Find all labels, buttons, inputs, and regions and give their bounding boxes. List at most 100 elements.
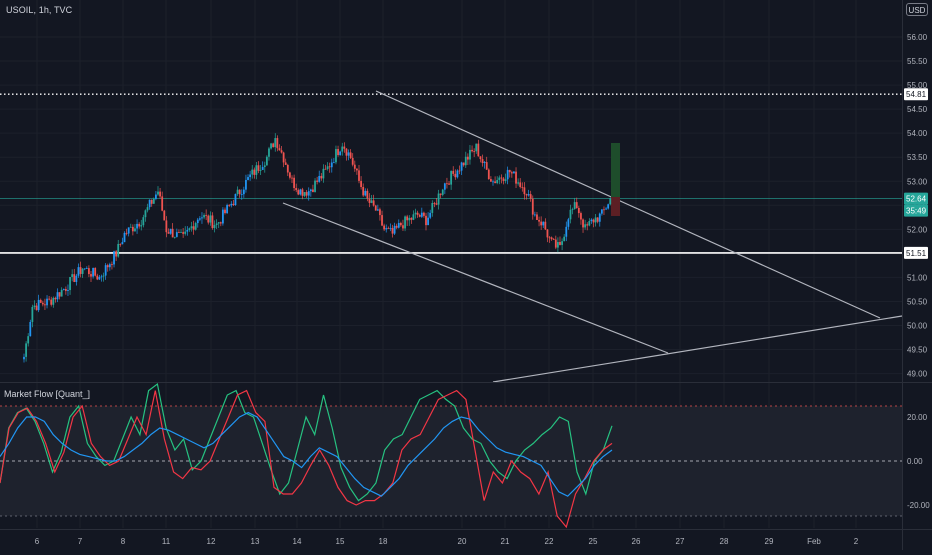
candle-body bbox=[452, 170, 455, 174]
candle-body bbox=[435, 203, 438, 205]
candle-body bbox=[592, 219, 595, 223]
candle-body bbox=[232, 203, 235, 205]
candle-body bbox=[540, 221, 543, 226]
candle-body bbox=[552, 239, 555, 240]
candle-body bbox=[328, 166, 331, 168]
candle-body bbox=[136, 223, 138, 229]
candle-body bbox=[301, 189, 304, 196]
candle-body bbox=[466, 156, 469, 160]
candle-body bbox=[131, 226, 134, 232]
candle-body bbox=[473, 151, 476, 153]
candle-body bbox=[339, 151, 342, 156]
candle-body bbox=[274, 138, 277, 148]
candle-body bbox=[159, 191, 161, 197]
candle-body bbox=[46, 298, 48, 306]
candle-body bbox=[268, 148, 270, 157]
candle-body bbox=[69, 276, 71, 291]
candle-body bbox=[490, 179, 492, 182]
main-pane[interactable] bbox=[0, 90, 903, 383]
candle-body bbox=[240, 194, 243, 195]
candle-body bbox=[234, 193, 237, 205]
time-tick-label: 14 bbox=[293, 537, 302, 546]
candle-body bbox=[416, 212, 419, 215]
price-tick-label: 50.50 bbox=[907, 297, 928, 306]
osc-blue-line[interactable] bbox=[0, 411, 613, 497]
position-target-box[interactable] bbox=[611, 143, 620, 197]
candle-body bbox=[236, 189, 239, 194]
candle-body bbox=[213, 225, 216, 229]
candle-body bbox=[356, 168, 358, 171]
candle-body bbox=[31, 306, 34, 322]
candle-body bbox=[316, 180, 319, 182]
candle-body bbox=[289, 172, 291, 178]
candle-body bbox=[385, 228, 388, 230]
candle-body bbox=[182, 232, 185, 234]
candle-body bbox=[163, 210, 166, 221]
osc-green-line[interactable] bbox=[0, 382, 613, 502]
oscillator-title[interactable]: Market Flow [Quant_] bbox=[4, 389, 91, 399]
candle-body bbox=[448, 183, 450, 185]
candle-body bbox=[106, 265, 109, 268]
candle-body bbox=[247, 177, 249, 180]
candle-body bbox=[113, 251, 115, 265]
candle-body bbox=[439, 193, 442, 195]
price-tick-label: 56.00 bbox=[907, 33, 928, 42]
candle-body bbox=[33, 305, 36, 307]
currency-badge[interactable]: USD bbox=[906, 3, 928, 16]
candle-body bbox=[588, 221, 591, 226]
candle-body bbox=[492, 181, 494, 183]
position-stop-box[interactable] bbox=[611, 197, 620, 216]
candle-body bbox=[335, 149, 337, 163]
time-tick-label: 28 bbox=[720, 537, 729, 546]
time-tick-label: 6 bbox=[35, 537, 40, 546]
candle-body bbox=[605, 208, 607, 210]
candle-body bbox=[108, 264, 111, 268]
symbol-title[interactable]: USOIL, 1h, TVC bbox=[6, 5, 73, 15]
candle-body bbox=[538, 219, 540, 222]
candle-body bbox=[299, 189, 302, 195]
candle-body bbox=[230, 203, 233, 206]
candle-body bbox=[557, 242, 559, 248]
candle-body bbox=[203, 215, 205, 218]
candle-body bbox=[471, 149, 473, 152]
candle-body bbox=[341, 146, 344, 152]
lower-channel-line[interactable] bbox=[282, 202, 669, 354]
candle-body bbox=[291, 177, 293, 179]
rising-trendline[interactable] bbox=[492, 315, 903, 383]
candle-body bbox=[353, 164, 356, 169]
candle-body bbox=[205, 215, 208, 216]
candle-body bbox=[423, 212, 425, 216]
candle-body bbox=[469, 149, 471, 160]
candle-body bbox=[29, 321, 32, 337]
candle-body bbox=[458, 170, 461, 172]
candle-body bbox=[161, 196, 164, 211]
candle-body bbox=[169, 228, 172, 234]
oscillator-pane[interactable] bbox=[0, 382, 902, 529]
candle-body bbox=[345, 148, 348, 156]
candle-body bbox=[402, 225, 404, 229]
candle-body bbox=[314, 180, 316, 192]
candle-body bbox=[425, 215, 427, 226]
candle-body bbox=[284, 162, 287, 165]
price-tick-label: 50.00 bbox=[907, 322, 928, 331]
candle-body bbox=[360, 180, 362, 188]
candle-body bbox=[152, 198, 155, 204]
time-tick-label: 25 bbox=[589, 537, 598, 546]
candle-body bbox=[575, 202, 578, 208]
candle-body bbox=[420, 212, 423, 217]
candle-body bbox=[607, 204, 610, 209]
candle-body bbox=[64, 289, 67, 291]
candle-body bbox=[431, 203, 434, 213]
price-label: 35:49 bbox=[906, 207, 927, 216]
osc-red-line[interactable] bbox=[0, 389, 613, 529]
candle-body bbox=[142, 217, 145, 226]
descending-trendline[interactable] bbox=[375, 90, 881, 319]
candle-body bbox=[167, 232, 170, 234]
candle-body bbox=[433, 203, 436, 204]
candle-body bbox=[272, 143, 275, 148]
candle-body bbox=[44, 304, 46, 306]
candle-body bbox=[37, 299, 40, 311]
candle-body bbox=[414, 212, 417, 215]
